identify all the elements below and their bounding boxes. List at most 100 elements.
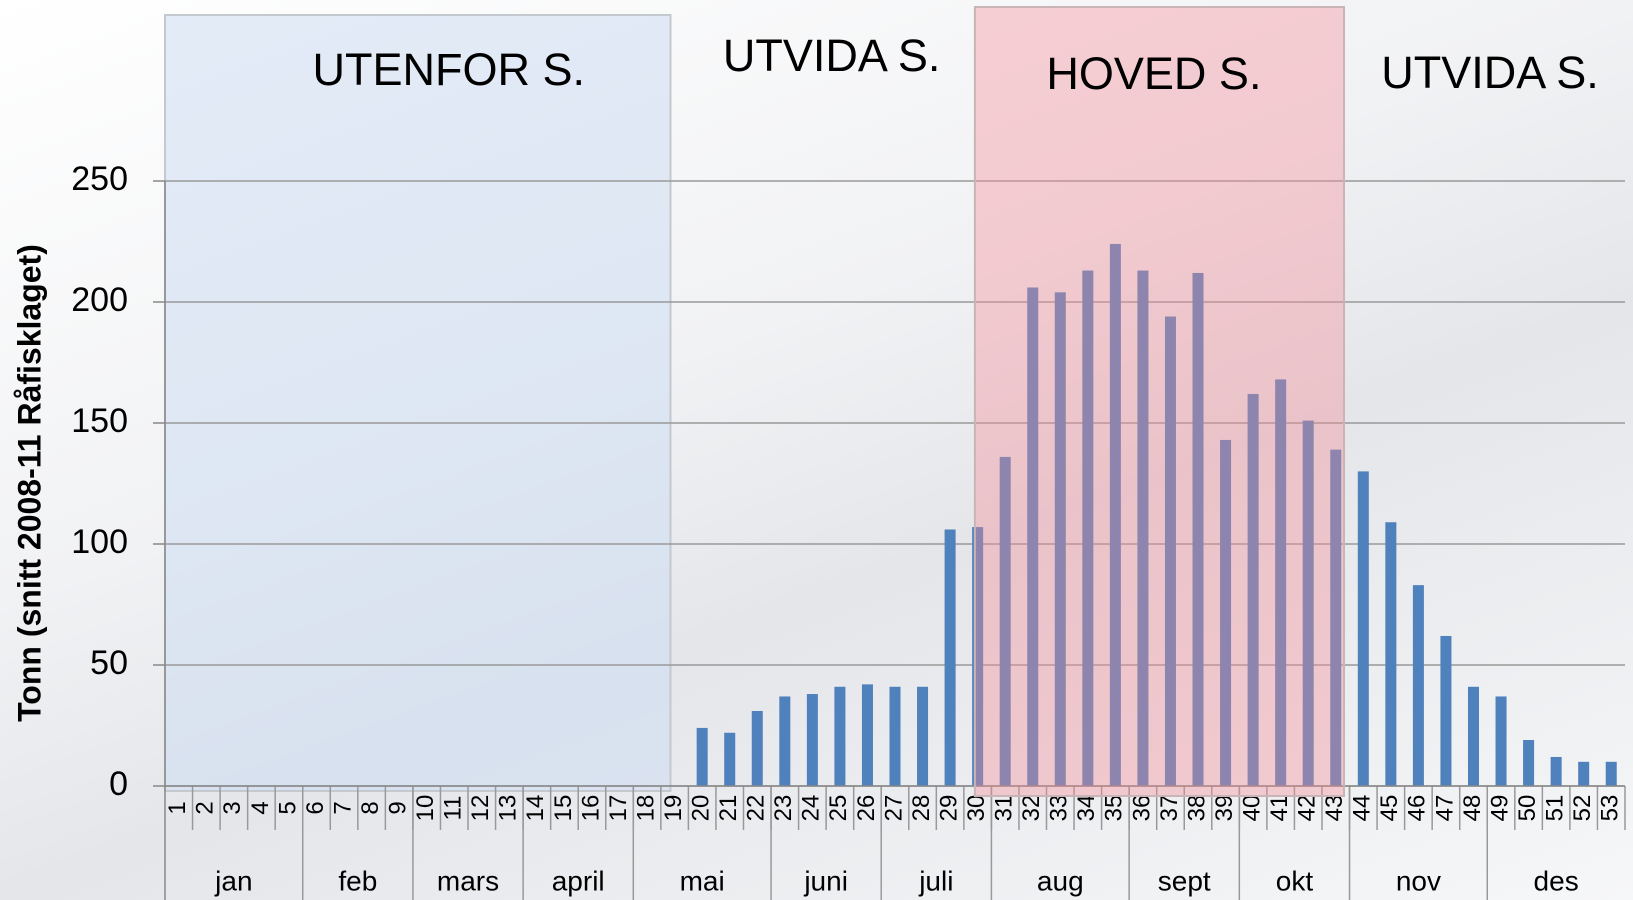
month-label: juli bbox=[918, 865, 953, 896]
bar bbox=[1467, 686, 1479, 786]
x-tick-label: 15 bbox=[550, 795, 577, 822]
month-label: jan bbox=[214, 865, 252, 896]
bar bbox=[1330, 449, 1342, 786]
x-tick-label: 2 bbox=[192, 801, 219, 814]
month-label: okt bbox=[1276, 865, 1314, 896]
x-tick-label: 4 bbox=[247, 801, 274, 814]
bar bbox=[751, 710, 763, 786]
x-tick-label: 17 bbox=[605, 795, 632, 822]
x-tick-label: 35 bbox=[1101, 795, 1128, 822]
bar bbox=[1495, 696, 1507, 786]
y-tick-label: 100 bbox=[71, 523, 128, 561]
x-tick-label: 12 bbox=[467, 795, 494, 822]
y-tick-label: 0 bbox=[109, 765, 128, 803]
x-tick-label: 32 bbox=[1018, 795, 1045, 822]
bar bbox=[1440, 635, 1452, 786]
x-tick-label: 53 bbox=[1597, 795, 1624, 822]
month-label: feb bbox=[338, 865, 377, 896]
x-tick-label: 8 bbox=[357, 801, 384, 814]
x-tick-label: 14 bbox=[522, 795, 549, 822]
bar bbox=[917, 686, 929, 786]
x-tick-label: 30 bbox=[963, 795, 990, 822]
x-tick-label: 50 bbox=[1514, 795, 1541, 822]
x-tick-label: 45 bbox=[1376, 795, 1403, 822]
month-label: sept bbox=[1158, 865, 1211, 896]
x-tick-label: 29 bbox=[935, 795, 962, 822]
region-box bbox=[164, 14, 672, 792]
bar bbox=[1523, 740, 1535, 786]
month-label: mai bbox=[680, 865, 725, 896]
bar bbox=[1054, 292, 1066, 786]
region-box bbox=[973, 6, 1346, 797]
month-label: april bbox=[552, 865, 605, 896]
bar bbox=[1192, 272, 1204, 787]
y-tick-label: 250 bbox=[71, 160, 128, 198]
x-tick-label: 34 bbox=[1073, 795, 1100, 822]
x-tick-label: 44 bbox=[1349, 795, 1376, 822]
bar bbox=[944, 529, 956, 786]
bar bbox=[779, 696, 791, 786]
bar bbox=[1137, 270, 1149, 786]
bar bbox=[1247, 393, 1259, 786]
x-tick-label: 31 bbox=[991, 795, 1018, 822]
x-tick-label: 42 bbox=[1294, 795, 1321, 822]
bar bbox=[1275, 379, 1287, 786]
x-tick-label: 40 bbox=[1238, 795, 1265, 822]
x-tick-label: 52 bbox=[1569, 795, 1596, 822]
x-tick-label: 7 bbox=[329, 801, 356, 814]
x-tick-label: 25 bbox=[825, 795, 852, 822]
bar bbox=[1357, 471, 1369, 786]
month-label: mars bbox=[437, 865, 499, 896]
x-tick-label: 26 bbox=[853, 795, 880, 822]
bar bbox=[1578, 761, 1590, 786]
x-tick-label: 11 bbox=[440, 796, 467, 821]
y-tick-label: 150 bbox=[71, 402, 128, 440]
month-label: nov bbox=[1396, 865, 1441, 896]
bar bbox=[861, 684, 873, 786]
x-tick-label: 13 bbox=[495, 795, 522, 822]
x-tick-label: 22 bbox=[743, 795, 770, 822]
region-label: UTVIDA S. bbox=[1381, 47, 1599, 98]
bar bbox=[724, 732, 736, 786]
x-tick-label: 47 bbox=[1431, 795, 1458, 822]
x-tick-label: 10 bbox=[412, 795, 439, 822]
x-tick-label: 41 bbox=[1266, 795, 1293, 822]
x-tick-label: 19 bbox=[660, 795, 687, 822]
x-tick-label: 21 bbox=[715, 795, 742, 822]
bar bbox=[1605, 761, 1617, 786]
bar bbox=[1412, 585, 1424, 786]
x-tick-label: 16 bbox=[577, 795, 604, 822]
bar bbox=[834, 686, 846, 786]
x-tick-label: 27 bbox=[880, 795, 907, 822]
x-tick-label: 5 bbox=[274, 801, 301, 814]
x-tick-label: 37 bbox=[1156, 795, 1183, 822]
bar bbox=[1220, 439, 1232, 786]
x-tick-label: 38 bbox=[1183, 795, 1210, 822]
bar bbox=[1164, 316, 1176, 786]
bar bbox=[1109, 243, 1121, 787]
bar bbox=[999, 456, 1011, 786]
x-tick-label: 23 bbox=[770, 795, 797, 822]
month-label: juni bbox=[803, 865, 848, 896]
x-tick-label: 36 bbox=[1128, 795, 1155, 822]
x-tick-label: 1 bbox=[164, 801, 191, 814]
y-tick-label: 200 bbox=[71, 281, 128, 319]
x-tick-label: 39 bbox=[1211, 795, 1238, 822]
bar bbox=[1027, 287, 1039, 786]
bar bbox=[1082, 270, 1094, 786]
x-tick-label: 9 bbox=[384, 801, 411, 814]
x-tick-label: 28 bbox=[908, 795, 935, 822]
month-label: des bbox=[1534, 865, 1579, 896]
bar bbox=[1550, 756, 1562, 786]
x-tick-label: 24 bbox=[798, 795, 825, 822]
x-tick-label: 3 bbox=[219, 801, 246, 814]
region-label: UTVIDA S. bbox=[723, 30, 941, 81]
bar bbox=[806, 694, 818, 786]
y-axis-label: Tonn (snitt 2008-11 Råfisklaget) bbox=[11, 244, 47, 722]
y-tick-label: 50 bbox=[90, 644, 128, 682]
x-tick-label: 43 bbox=[1321, 795, 1348, 822]
region-label: UTENFOR S. bbox=[312, 44, 585, 95]
bar bbox=[696, 727, 708, 786]
month-label: aug bbox=[1037, 865, 1084, 896]
